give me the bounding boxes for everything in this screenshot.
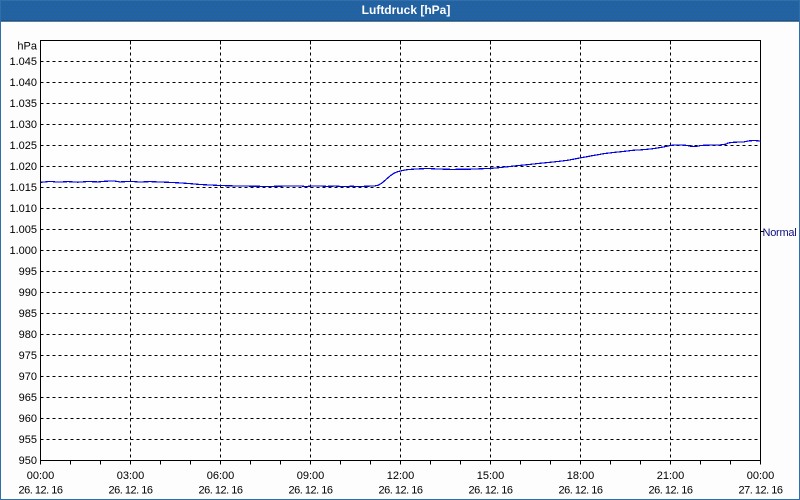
- svg-text:00:00: 00:00: [747, 470, 775, 482]
- svg-text:03:00: 03:00: [117, 470, 145, 482]
- svg-text:18:00: 18:00: [567, 470, 595, 482]
- svg-text:26. 12. 16: 26. 12. 16: [19, 485, 63, 497]
- svg-text:26. 12. 16: 26. 12. 16: [289, 485, 333, 497]
- svg-text:09:00: 09:00: [297, 470, 325, 482]
- svg-text:1.010: 1.010: [9, 203, 37, 215]
- svg-text:1.000: 1.000: [9, 245, 37, 257]
- svg-text:990: 990: [19, 287, 37, 299]
- svg-text:00:00: 00:00: [27, 470, 55, 482]
- svg-text:995: 995: [19, 266, 37, 278]
- svg-text:15:00: 15:00: [477, 470, 505, 482]
- svg-text:Luftdruck [hPa]: Luftdruck [hPa]: [362, 3, 451, 17]
- svg-text:1.030: 1.030: [9, 119, 37, 131]
- svg-text:1.020: 1.020: [9, 161, 37, 173]
- svg-text:975: 975: [19, 350, 37, 362]
- svg-text:1.025: 1.025: [9, 140, 37, 152]
- svg-text:Normal: Normal: [763, 227, 797, 239]
- svg-text:970: 970: [19, 371, 37, 383]
- svg-text:980: 980: [19, 329, 37, 341]
- svg-text:960: 960: [19, 413, 37, 425]
- svg-text:26. 12. 16: 26. 12. 16: [109, 485, 153, 497]
- svg-text:1.035: 1.035: [9, 98, 37, 110]
- svg-text:1.015: 1.015: [9, 182, 37, 194]
- svg-text:26. 12. 16: 26. 12. 16: [559, 485, 603, 497]
- svg-text:26. 12. 16: 26. 12. 16: [469, 485, 513, 497]
- svg-text:06:00: 06:00: [207, 470, 235, 482]
- svg-text:12:00: 12:00: [387, 470, 415, 482]
- svg-text:26. 12. 16: 26. 12. 16: [649, 485, 693, 497]
- svg-text:950: 950: [19, 455, 37, 467]
- svg-text:1.045: 1.045: [9, 56, 37, 68]
- svg-text:965: 965: [19, 392, 37, 404]
- svg-text:1.040: 1.040: [9, 77, 37, 89]
- svg-text:21:00: 21:00: [657, 470, 685, 482]
- svg-text:26. 12. 16: 26. 12. 16: [379, 485, 423, 497]
- svg-text:955: 955: [19, 434, 37, 446]
- svg-text:26. 12. 16: 26. 12. 16: [199, 485, 243, 497]
- svg-text:985: 985: [19, 308, 37, 320]
- svg-text:hPa: hPa: [17, 41, 37, 53]
- svg-text:27. 12. 16: 27. 12. 16: [739, 485, 783, 497]
- svg-text:1.005: 1.005: [9, 224, 37, 236]
